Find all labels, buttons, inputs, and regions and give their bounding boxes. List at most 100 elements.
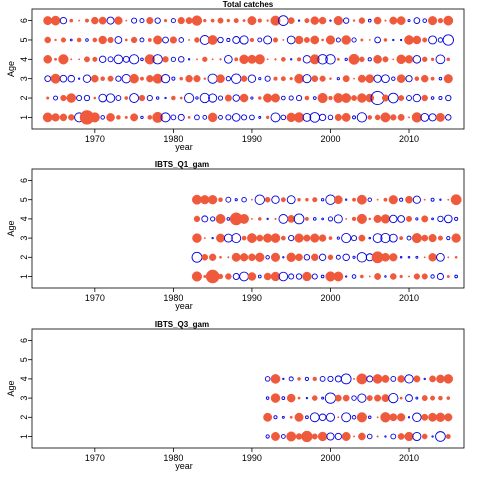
positive-residual-point <box>59 113 68 122</box>
positive-residual-point <box>381 374 390 383</box>
positive-residual-point <box>374 394 382 402</box>
positive-residual-point <box>46 96 50 100</box>
positive-residual-point <box>249 37 255 43</box>
negative-residual-point <box>317 54 328 65</box>
negative-residual-point <box>288 234 295 242</box>
positive-residual-point <box>422 56 428 63</box>
positive-residual-point <box>341 93 352 103</box>
negative-residual-point <box>293 213 305 225</box>
negative-residual-point <box>372 233 383 243</box>
negative-residual-point <box>400 38 403 42</box>
positive-residual-point <box>207 195 218 205</box>
negative-residual-point <box>282 256 285 259</box>
x-tick-label: 1970 <box>85 293 105 303</box>
positive-residual-point <box>408 116 410 119</box>
x-tick-label: 1980 <box>163 453 183 463</box>
positive-residual-point <box>294 233 304 243</box>
plot-frame <box>31 8 465 130</box>
positive-residual-point <box>381 394 390 403</box>
negative-residual-point <box>437 215 444 223</box>
positive-residual-point <box>43 16 53 26</box>
positive-residual-point <box>225 273 232 280</box>
positive-residual-point <box>187 115 191 119</box>
negative-residual-point <box>367 415 372 420</box>
negative-residual-point <box>342 253 350 262</box>
positive-residual-point <box>192 233 202 243</box>
positive-residual-point <box>286 431 297 442</box>
panel-title: IBTS_Q3_gam <box>155 320 209 329</box>
positive-residual-point <box>247 272 257 281</box>
x-tick-label: 2000 <box>320 134 340 144</box>
positive-residual-point <box>411 233 422 244</box>
negative-residual-point <box>286 195 296 205</box>
positive-residual-point <box>263 412 273 422</box>
negative-residual-point <box>83 94 91 102</box>
positive-residual-point <box>231 252 241 262</box>
negative-residual-point <box>177 113 185 121</box>
negative-residual-point <box>266 217 269 221</box>
negative-residual-point <box>325 412 336 422</box>
positive-residual-point <box>263 233 273 243</box>
positive-residual-point <box>397 375 405 383</box>
positive-residual-point <box>271 432 280 441</box>
positive-residual-point <box>357 74 366 83</box>
negative-residual-point <box>406 235 412 241</box>
y-tick-label: 3 <box>19 76 29 81</box>
positive-residual-point <box>281 56 286 62</box>
negative-residual-point <box>162 36 169 44</box>
negative-residual-point <box>333 214 343 224</box>
positive-residual-point <box>42 112 53 123</box>
panel-total-catches: Total catches 1970 1980 1990 2000 2010 1 2 3 4 5 6… <box>6 0 465 152</box>
positive-residual-point <box>311 433 318 440</box>
positive-residual-point <box>216 233 225 243</box>
negative-residual-point <box>139 37 145 43</box>
negative-residual-point <box>105 93 116 103</box>
positive-residual-point <box>239 253 249 262</box>
positive-residual-point <box>413 375 421 383</box>
negative-residual-point <box>85 38 89 42</box>
negative-residual-point <box>412 412 422 423</box>
positive-residual-point <box>318 16 327 25</box>
positive-residual-point <box>257 217 262 221</box>
positive-residual-point <box>297 396 301 400</box>
positive-residual-point <box>239 213 249 224</box>
positive-residual-point <box>396 16 406 25</box>
negative-residual-point <box>390 433 397 440</box>
positive-residual-point <box>341 35 351 45</box>
negative-residual-point <box>217 95 224 101</box>
negative-residual-point <box>343 17 350 24</box>
positive-residual-point <box>169 36 177 44</box>
plot-area: 1970 1980 1990 2000 2010 1 2 3 4 5 6 year Age <box>6 168 465 311</box>
positive-residual-point <box>256 234 264 242</box>
negative-residual-point <box>241 114 248 121</box>
positive-residual-point <box>289 415 293 419</box>
positive-residual-point <box>215 213 226 224</box>
negative-residual-point <box>412 55 422 64</box>
positive-residual-point <box>50 15 61 26</box>
negative-residual-point <box>352 255 356 259</box>
x-axis-label: year <box>175 461 193 471</box>
positive-residual-point <box>219 58 222 61</box>
positive-residual-point <box>304 216 309 221</box>
negative-residual-point <box>129 54 140 65</box>
positive-residual-point <box>58 54 69 65</box>
negative-residual-point <box>388 392 399 404</box>
negative-residual-point <box>146 94 153 102</box>
positive-residual-point <box>356 194 367 205</box>
positive-residual-point <box>333 271 344 282</box>
negative-residual-point <box>99 55 107 64</box>
positive-residual-point <box>91 16 99 25</box>
positive-residual-point <box>389 413 398 422</box>
positive-residual-point <box>296 57 302 62</box>
positive-residual-point <box>193 215 201 223</box>
positive-residual-point <box>318 234 327 242</box>
positive-residual-point <box>297 377 301 381</box>
positive-residual-point <box>444 413 453 422</box>
positive-residual-point <box>216 74 225 84</box>
negative-residual-point <box>335 254 341 260</box>
positive-residual-point <box>153 35 163 45</box>
negative-residual-point <box>184 92 195 104</box>
positive-residual-point <box>329 77 332 80</box>
positive-residual-point <box>270 15 281 26</box>
negative-residual-point <box>345 275 348 278</box>
